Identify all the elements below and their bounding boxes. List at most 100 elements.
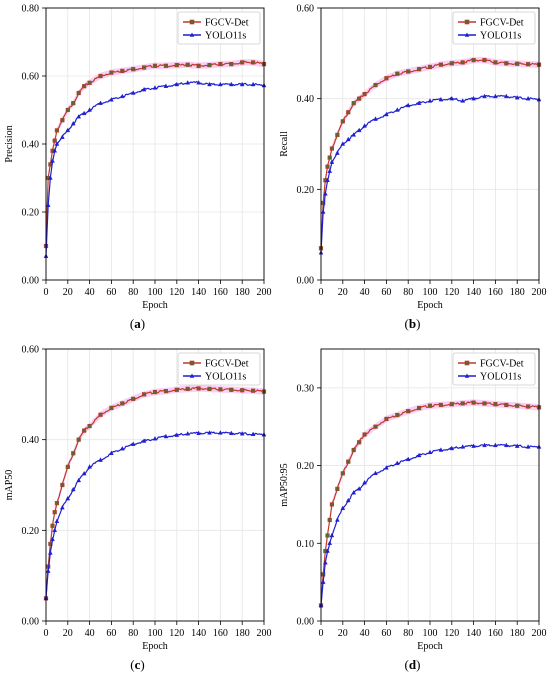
- series-fgcv-det-point: [327, 155, 332, 160]
- series-fgcv-det-point: [142, 392, 147, 397]
- y-tick-label: 0.60: [22, 345, 40, 356]
- series-fgcv-det-point: [351, 447, 356, 453]
- series-yolo11s-point: [65, 495, 71, 501]
- panel-letter-c: c: [134, 657, 141, 672]
- y-tick-label: 0.20: [22, 208, 40, 219]
- series-yolo11s-point: [405, 102, 411, 108]
- series-yolo11s-point: [48, 550, 53, 555]
- panel-recall: 0 20 40 60 80 100 120 140 160 180 200 0.00 0.20 0.40 0…: [275, 0, 550, 340]
- series-yolo11s-point: [427, 98, 433, 103]
- panel-label-d: (d): [404, 657, 421, 672]
- y-axis-label: mAP50: [4, 470, 15, 501]
- series-fgcv-det-point: [395, 71, 400, 76]
- series-yolo11s-point: [65, 127, 71, 133]
- series-fgcv-det-point: [357, 440, 362, 445]
- legend-fgcv-det-swatch-marker: [189, 19, 195, 25]
- series-fgcv-det-point: [346, 459, 351, 464]
- x-tick-label: 20: [63, 287, 73, 298]
- x-tick-label: 20: [338, 628, 348, 639]
- x-tick-label: 140: [466, 287, 481, 298]
- legend-yolo11s-label: YOLO11s: [480, 31, 521, 42]
- series-fgcv-det-point: [417, 405, 422, 411]
- series-yolo11s-point: [196, 80, 201, 85]
- legend-yolo11s-swatch-marker: [189, 373, 195, 378]
- series-fgcv-det-point: [362, 432, 367, 437]
- series-yolo11s-point: [54, 141, 60, 146]
- x-tick-label: 200: [257, 287, 272, 298]
- panel-letter-d: d: [408, 657, 417, 672]
- precision-chart: 0 20 40 60 80 100 120 140 160 180 200 0.00 0.20 0.40 0…: [4, 4, 272, 312]
- series-yolo11s-point: [373, 116, 378, 121]
- series-fgcv-det-point: [54, 128, 59, 133]
- y-tick-label: 0.30: [297, 383, 315, 394]
- series-yolo11s-point: [482, 442, 487, 448]
- series-yolo11s-point: [163, 433, 169, 439]
- x-tick-label: 80: [128, 287, 138, 298]
- series-fgcv-det-point: [438, 62, 444, 67]
- x-tick-label: 80: [128, 628, 138, 639]
- series-yolo11s-point: [438, 96, 444, 102]
- series-yolo11s-point: [119, 93, 125, 99]
- series-fgcv-det-point: [174, 387, 179, 392]
- series-fgcv-det-point: [87, 423, 92, 429]
- series-yolo11s-point: [130, 90, 136, 95]
- series-fgcv-det-point: [82, 84, 87, 89]
- series-fgcv-det-point: [493, 402, 498, 407]
- x-tick-label: 160: [213, 628, 228, 639]
- y-tick-label: 0.00: [297, 276, 315, 287]
- series-yolo11s-point: [384, 111, 389, 117]
- legend-yolo11s-swatch-marker: [464, 32, 470, 37]
- series-fgcv-det-point: [504, 61, 509, 66]
- series-fgcv-det-point: [52, 510, 57, 515]
- series-fgcv-det-point: [240, 60, 245, 65]
- series-yolo11s-point: [174, 432, 180, 437]
- series-yolo11s-point: [327, 168, 333, 173]
- series-yolo11s-point: [356, 127, 362, 133]
- series-fgcv-det-point: [329, 146, 334, 151]
- series-yolo11s-point: [196, 430, 201, 436]
- panel-map50: 0 20 40 60 80 100 120 140 160 180 200 0.00 0.20 0.40 0…: [0, 341, 275, 681]
- panel-label-b: (b): [404, 316, 421, 331]
- legend-yolo11s-label: YOLO11s: [205, 372, 246, 383]
- y-tick-label: 0.40: [22, 140, 40, 151]
- series-yolo11s-point: [327, 540, 333, 545]
- x-tick-label: 140: [466, 628, 481, 639]
- series-fgcv-det-point: [131, 67, 136, 72]
- x-tick-label: 60: [381, 628, 391, 639]
- series-yolo11s-point: [228, 81, 234, 87]
- series-fgcv-det-point: [131, 396, 136, 401]
- series-fgcv-det-point: [71, 451, 76, 456]
- legend-yolo11s-label: YOLO11s: [205, 31, 246, 42]
- y-tick-label: 0.20: [297, 185, 315, 196]
- x-tick-label: 120: [169, 287, 184, 298]
- y-axis-label: Recall: [279, 131, 290, 157]
- y-tick-label: 0.00: [22, 276, 40, 287]
- series-yolo11s-point: [152, 436, 158, 441]
- y-tick-label: 0.40: [297, 94, 315, 105]
- y-axis-label: mAP50:95: [279, 463, 290, 506]
- series-yolo11s-point: [109, 450, 114, 455]
- y-tick-label: 0.20: [297, 461, 315, 472]
- series-fgcv-det-point: [427, 403, 433, 408]
- x-tick-label: 0: [44, 628, 49, 639]
- series-fgcv-det-point: [109, 405, 114, 411]
- series-fgcv-det-point: [60, 482, 65, 488]
- series-yolo11s-point: [81, 110, 87, 116]
- series-yolo11s-point: [394, 107, 400, 112]
- plot-frame: [320, 348, 540, 622]
- x-tick-label: 60: [381, 287, 391, 298]
- series-fgcv-det-point: [482, 401, 487, 406]
- series-fgcv-det-point: [357, 96, 362, 101]
- series-yolo11s-point: [45, 202, 51, 207]
- series-fgcv-det-point: [427, 64, 433, 70]
- x-tick-label: 160: [213, 287, 228, 298]
- legend-fgcv-det-label: FGCV-Det: [205, 18, 249, 29]
- series-yolo11s-point: [141, 86, 147, 92]
- series-fgcv-det-point: [76, 90, 81, 96]
- series-yolo11s-point: [250, 81, 256, 87]
- series-fgcv-det-point: [504, 402, 509, 408]
- y-tick-label: 0.60: [297, 4, 315, 15]
- series-yolo11s-point: [48, 175, 53, 180]
- x-tick-label: 20: [63, 628, 73, 639]
